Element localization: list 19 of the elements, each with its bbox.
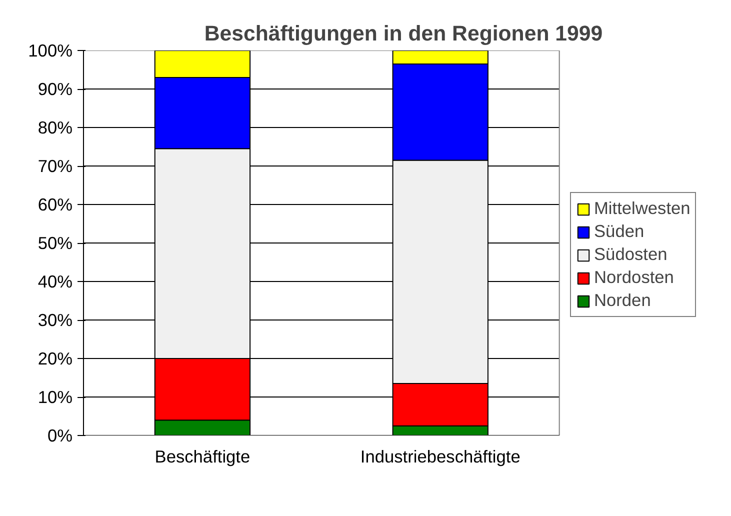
y-tick-label: 70% [38,156,73,176]
y-tick-label: 20% [38,348,73,368]
chart-title: Beschäftigungen in den Regionen 1999 [204,22,603,46]
y-tick-label: 10% [38,387,73,407]
y-tick-label: 60% [38,194,73,214]
y-tick-label: 50% [38,233,73,253]
y-tick-label: 100% [28,40,73,60]
y-tick-label: 90% [38,79,73,99]
legend-label: Südosten [594,244,668,265]
legend-label: Nordosten [594,267,674,288]
legend-label: Norden [594,290,651,311]
y-tick-label: 80% [38,118,73,138]
legend-label: Süden [594,221,644,242]
legend-label: Mittelwesten [594,198,690,219]
x-tick-label: Beschäftigte [154,446,250,466]
y-tick-label: 30% [38,310,73,330]
x-tick-label: Industriebeschäftigte [360,446,520,466]
y-tick-label: 0% [47,426,72,446]
y-tick-label: 40% [38,272,73,292]
